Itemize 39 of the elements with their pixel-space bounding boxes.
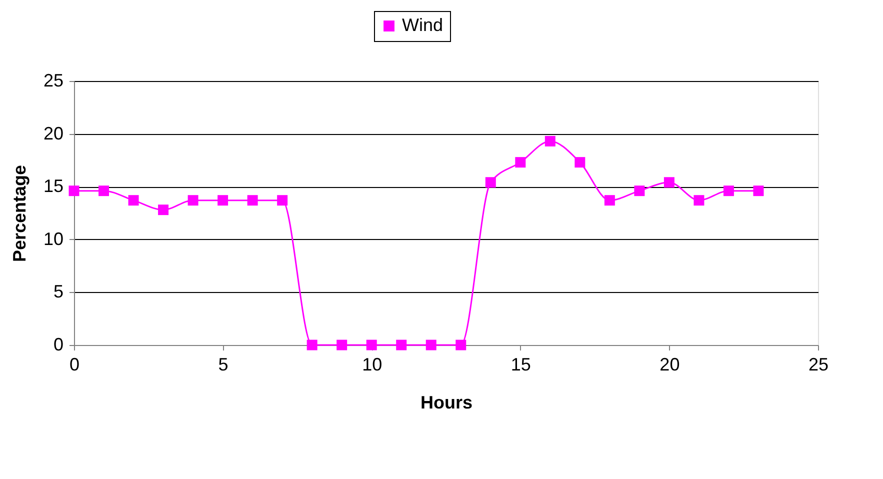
x-axis-title: Hours <box>420 392 473 412</box>
point <box>336 340 348 350</box>
x-tick-label: 0 <box>69 354 80 374</box>
y-axis-title: Percentage <box>9 164 30 262</box>
legend-label: Wind <box>402 15 444 35</box>
point <box>604 195 615 206</box>
x-tick-label: 15 <box>510 354 531 374</box>
point <box>366 340 377 350</box>
point <box>68 186 80 196</box>
y-tick-label: 20 <box>43 123 64 144</box>
point <box>396 340 407 350</box>
point <box>426 340 436 350</box>
point <box>664 177 674 188</box>
y-tick-label: 10 <box>43 228 64 249</box>
x-tick-label: 5 <box>218 354 228 374</box>
x-tick-label: 25 <box>808 354 829 374</box>
y-tick-label: 25 <box>43 70 64 90</box>
point <box>277 195 288 206</box>
point <box>485 177 496 188</box>
point <box>456 340 466 350</box>
y-tick-label: 15 <box>43 176 64 196</box>
point <box>188 195 198 206</box>
point <box>723 186 734 196</box>
point <box>544 136 556 146</box>
x-tick-label: 10 <box>362 354 382 374</box>
point <box>574 157 586 168</box>
point <box>753 186 764 196</box>
point <box>306 340 318 350</box>
point <box>515 157 526 168</box>
point <box>98 186 110 196</box>
point <box>247 195 258 206</box>
y-tick-label: 5 <box>53 282 64 302</box>
point <box>158 204 169 216</box>
point <box>218 195 228 206</box>
y-tick-label: 0 <box>53 334 64 354</box>
point <box>694 195 704 206</box>
point <box>128 195 139 206</box>
point <box>634 186 645 196</box>
x-tick-label: 20 <box>660 354 680 374</box>
